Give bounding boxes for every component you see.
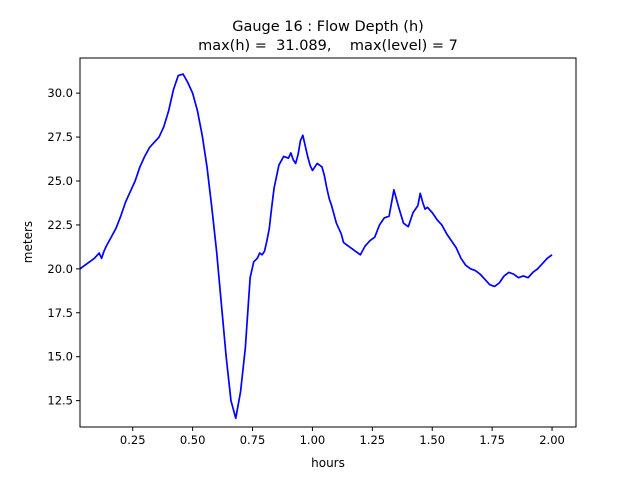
y-tick-label: 27.5 <box>47 130 73 144</box>
x-tick-label: 1.50 <box>419 433 445 447</box>
line-layer <box>80 73 553 420</box>
y-tick-label: 20.0 <box>47 262 73 276</box>
axes-frame <box>79 57 577 428</box>
y-tick-label: 30.0 <box>47 86 73 100</box>
x-tick-label: 1.75 <box>479 433 505 447</box>
x-axis-label: hours <box>311 456 345 470</box>
y-tick-label: 12.5 <box>47 394 73 408</box>
chart-title-line1: Gauge 16 : Flow Depth (h) <box>232 19 424 35</box>
x-tick-label: 0.50 <box>180 433 206 447</box>
chart-title-line2: max(h) = 31.089, max(level) = 7 <box>198 38 458 54</box>
x-tick-label: 1.25 <box>360 433 386 447</box>
x-tick-label: 0.75 <box>240 433 266 447</box>
x-tick-label: 1.00 <box>300 433 326 447</box>
y-axis-ticks: 12.5 15.0 17.5 20.0 22.5 25.0 27.5 30.0 <box>47 86 80 408</box>
flow-depth-line <box>80 73 553 420</box>
y-tick-label: 15.0 <box>47 350 73 364</box>
x-tick-label: 2.00 <box>539 433 565 447</box>
x-axis-ticks: 0.25 0.50 0.75 1.00 1.25 1.50 1.75 2.00 <box>120 427 565 447</box>
plot-area <box>79 57 577 428</box>
y-tick-label: 17.5 <box>47 306 73 320</box>
y-axis-label: meters <box>21 221 35 263</box>
y-tick-label: 22.5 <box>47 218 73 232</box>
y-tick-label: 25.0 <box>47 174 73 188</box>
x-tick-label: 0.25 <box>120 433 146 447</box>
